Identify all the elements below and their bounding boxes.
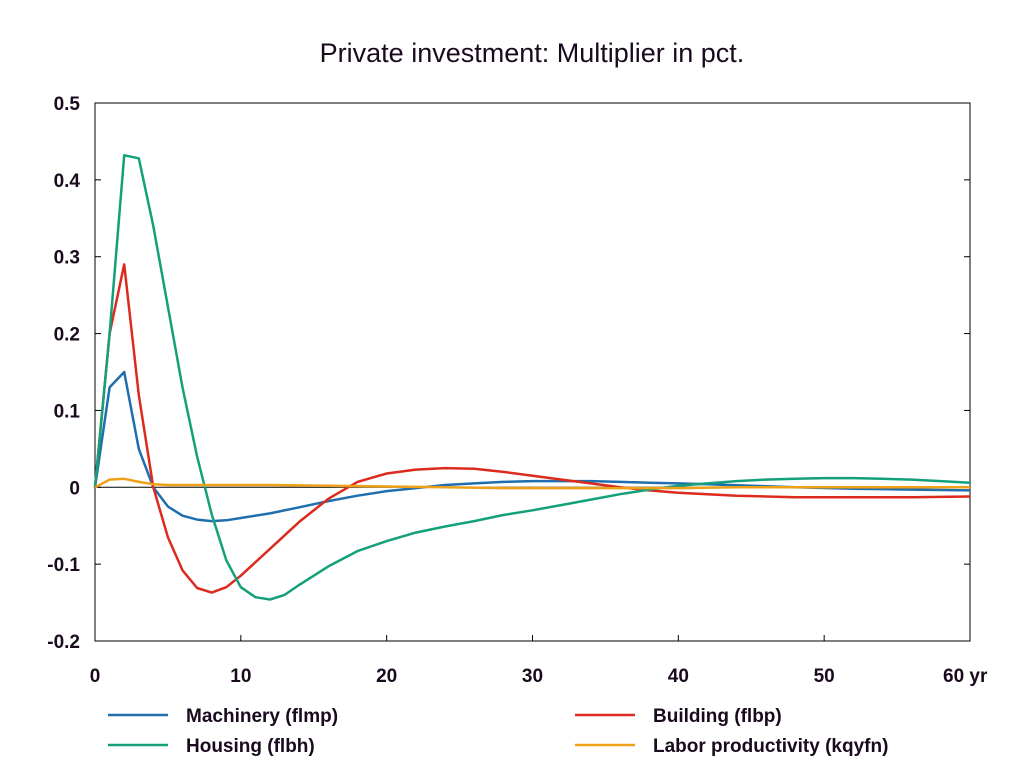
plot-area: [95, 103, 970, 641]
x-tick-label: 50: [814, 666, 835, 687]
legend-label-3: Housing (flbh): [186, 736, 315, 757]
y-tick-label: -0.2: [47, 632, 80, 653]
series-line-3: [95, 155, 970, 599]
series-line-1: [95, 372, 970, 521]
legend-label-4: Labor productivity (kqyfn): [653, 736, 888, 757]
x-tick-label: 40: [668, 666, 689, 687]
y-tick-label: 0.3: [54, 248, 80, 269]
y-tick-label: 0.5: [54, 94, 81, 115]
x-tick-label: 10: [230, 666, 251, 687]
y-tick-label: 0.4: [54, 171, 81, 192]
y-tick-label: 0.1: [54, 401, 81, 422]
chart-title: Private investment: Multiplier in pct.: [320, 38, 745, 68]
chart-canvas: Private investment: Multiplier in pct. 0…: [0, 0, 1024, 778]
y-tick-label: 0.2: [54, 325, 80, 346]
x-tick-label: 20: [376, 666, 397, 687]
y-tick-label: 0: [69, 478, 80, 499]
x-tick-label: 60 yr: [943, 666, 988, 687]
tick-labels: 0.5 0.4 0.3 0.2 0.1 0 -0.1 -0.2 0 10 20 30 40 50 60 yr: [47, 94, 988, 687]
x-tick-label: 0: [90, 666, 101, 687]
legend-label-2: Building (flbp): [653, 706, 782, 727]
legend-label-1: Machinery (flmp): [186, 706, 338, 727]
x-tick-label: 30: [522, 666, 543, 687]
y-tick-label: -0.1: [47, 555, 80, 576]
legend: Machinery (flmp) Housing (flbh) Building (…: [108, 706, 888, 757]
series-line-2: [95, 264, 970, 592]
